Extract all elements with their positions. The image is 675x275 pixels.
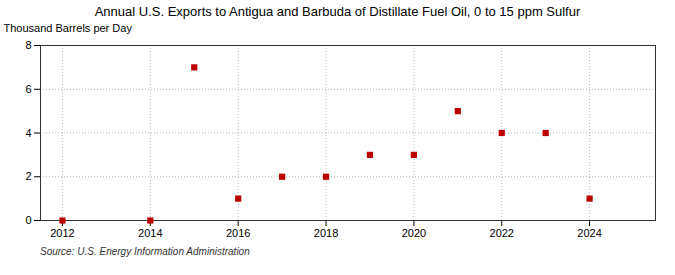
svg-text:2: 2 [25,170,31,182]
html-text:Source: U.S. Energy Informatio: Source: U.S. Energy Information Administ… [40,246,250,257]
svg-text:2020: 2020 [402,227,426,239]
svg-text:Thousand Barrels per Day: Thousand Barrels per Day [4,22,133,34]
svg-text:2014: 2014 [138,227,162,239]
html-text:Annual U.S. Exports to Antigua: Annual U.S. Exports to Antigua and Barbu… [94,4,581,19]
svg-text:0: 0 [25,214,31,226]
svg-text:2022: 2022 [490,227,514,239]
svg-text:8: 8 [25,39,31,51]
svg-text:6: 6 [25,83,31,95]
svg-text:2024: 2024 [577,227,601,239]
svg-text:2012: 2012 [50,227,74,239]
svg-text:4: 4 [25,127,31,139]
svg-text:2016: 2016 [226,227,250,239]
svg-text:2018: 2018 [314,227,338,239]
